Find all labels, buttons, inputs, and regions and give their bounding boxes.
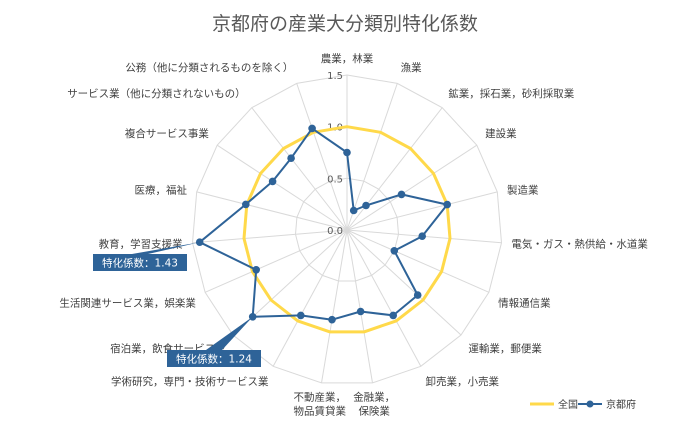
category-label: 製造業 [507,184,539,197]
data-point [287,154,295,162]
legend: 全国 京都府 [530,398,636,411]
tick-label: 0.0 [327,226,343,237]
data-point [297,311,305,320]
spoke-line [346,229,422,367]
data-point [397,190,406,199]
data-point [252,266,260,274]
data-point [413,291,422,299]
data-point [328,315,336,324]
category-label: 運輸業，郵便業 [468,342,542,355]
spoke-line [251,107,348,231]
data-point [362,201,370,210]
data-point [268,177,277,186]
data-point [418,232,427,240]
callout-text: 特化係数：1.43 [102,257,178,270]
data-point [349,206,358,215]
callout-pointer [206,316,253,350]
category-label: サービス業（他に分類されないもの） [67,87,246,100]
data-point [242,200,250,209]
chart-title: 京都府の産業大分類別特化係数 [212,13,478,35]
callout-box [167,350,261,367]
spoke-line [346,229,490,293]
category-label: 情報通信業 [498,296,551,309]
data-point [356,307,365,316]
spoke-line [346,107,443,231]
series-layer [195,124,452,334]
legend-label: 京都府 [606,398,636,411]
category-label: 複合サービス事業 [125,127,209,140]
spoke-line [346,229,462,336]
callout-text: 特化係数：1.24 [176,353,252,366]
spoke-line [216,144,348,231]
category-label: 公務（他に分類されるものを除く） [125,61,293,74]
grid-ring-3 [191,74,503,384]
category-label: 教育，学習支援業 [99,238,183,251]
callout-box [93,254,187,271]
radar-grid [191,74,503,384]
spoke-line [296,83,348,231]
spoke-line [204,229,348,293]
category-label: 電気・ガス・熱供給・水道業 [511,238,648,251]
data-point [390,247,399,255]
spoke-line [321,229,348,383]
category-label: 生活関連サービス業，娯楽業 [59,296,196,309]
spoke-line [272,229,348,367]
spoke-line [192,229,348,244]
data-point [308,124,316,133]
category-label: 農業，林業 [321,52,374,65]
category-label: 鉱業，採石業，砂利採取業 [448,87,574,100]
data-point [343,148,351,157]
category-label: 医療，福祉 [135,184,188,197]
spoke-line [346,83,398,231]
callouts: 特化係数：1.43 特化係数：1.24 [93,242,261,367]
grid-ring-1 [294,177,400,282]
spoke-line [346,229,373,383]
series-line-kyoto [198,127,449,321]
data-point [389,311,398,320]
category-label: 不動産業，物品賃貸業 [294,391,347,418]
category-label: 卸売業，小売業 [426,375,500,388]
spoke-line [346,191,498,231]
spoke-line [346,144,478,231]
category-label: 建設業 [485,127,517,140]
category-label: 学術研究，専門・技術サービス業 [111,375,269,388]
category-labels: 農業，林業漁業鉱業，採石業，砂利採取業建設業製造業電気・ガス・熱供給・水道業情報… [59,52,648,418]
category-label: 金融業，保険業 [353,391,395,418]
legend-label: 全国 [558,398,578,411]
tick-label: 0.5 [327,174,343,185]
tick-label: 1.5 [327,71,343,82]
data-point [443,200,452,209]
category-label: 漁業 [401,61,422,74]
series-line-national [242,125,452,334]
spoke-line [196,191,348,231]
callout-pointer [132,242,200,254]
legend-marker [586,400,594,408]
